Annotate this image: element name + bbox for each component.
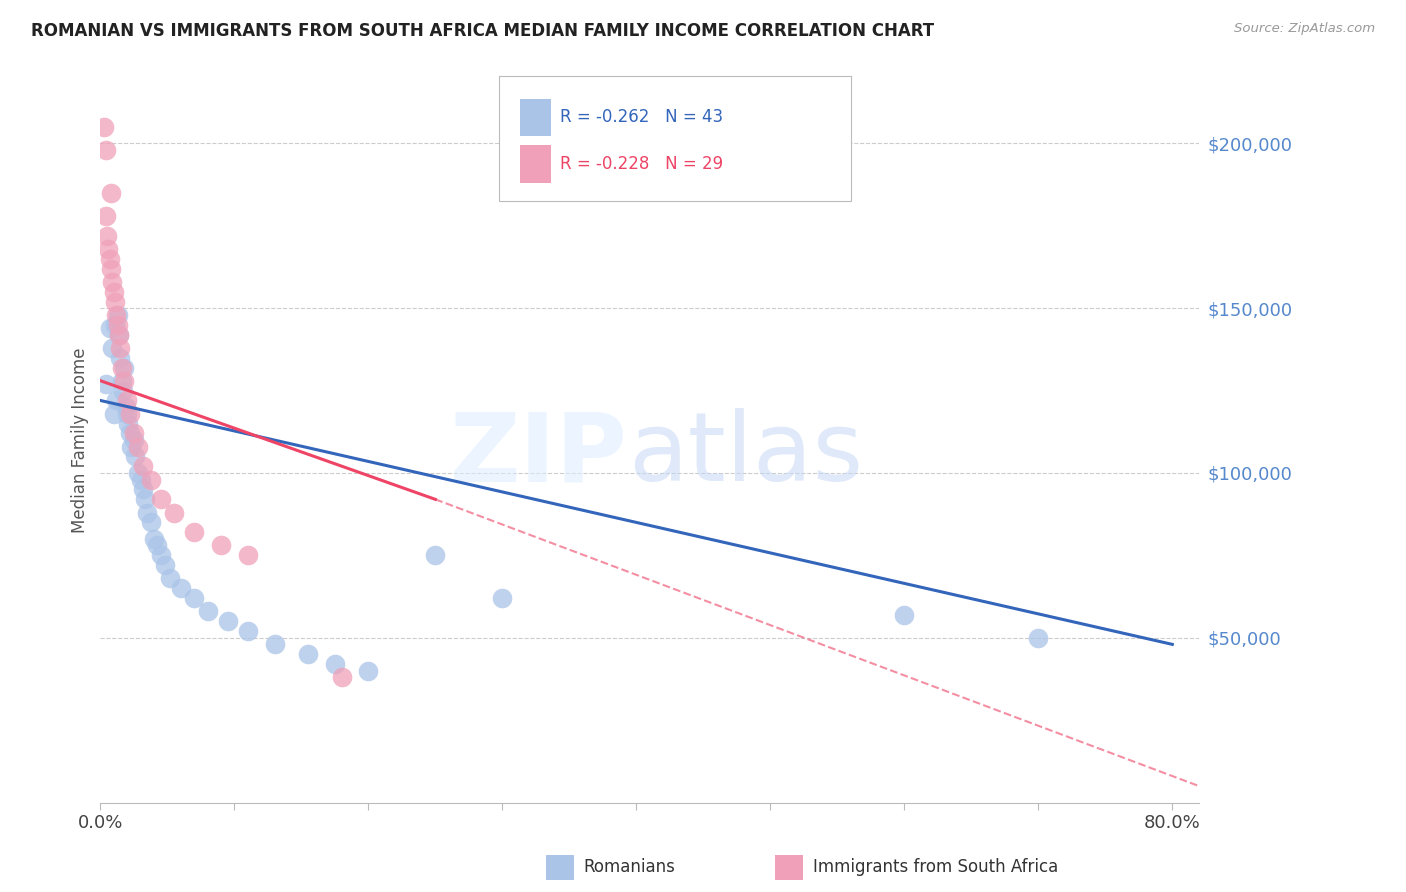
Point — [263, 637, 285, 651]
Point — [104, 318, 127, 332]
Text: Romanians: Romanians — [583, 858, 675, 876]
Point — [183, 525, 205, 540]
Point — [103, 285, 125, 299]
Y-axis label: Median Family Income: Median Family Income — [72, 347, 89, 533]
Text: atlas: atlas — [627, 408, 863, 501]
Point — [141, 473, 163, 487]
Point — [94, 209, 117, 223]
Text: Immigrants from South Africa: Immigrants from South Africa — [813, 858, 1057, 876]
Point — [103, 407, 125, 421]
Point — [236, 624, 259, 639]
Point — [111, 374, 134, 388]
Point — [101, 341, 124, 355]
Point — [118, 407, 141, 421]
Point — [425, 549, 447, 563]
Point — [110, 351, 132, 365]
Point — [132, 483, 155, 497]
Point — [163, 506, 186, 520]
Point — [132, 459, 155, 474]
Point — [107, 308, 129, 322]
Point — [110, 341, 132, 355]
Point — [209, 539, 232, 553]
Point — [115, 393, 138, 408]
Text: R = -0.262   N = 43: R = -0.262 N = 43 — [560, 109, 723, 127]
Text: ROMANIAN VS IMMIGRANTS FROM SOUTH AFRICA MEDIAN FAMILY INCOME CORRELATION CHART: ROMANIAN VS IMMIGRANTS FROM SOUTH AFRICA… — [31, 22, 934, 40]
Point — [183, 591, 205, 606]
Point — [236, 549, 259, 563]
Point — [111, 360, 134, 375]
Point — [96, 228, 118, 243]
Point — [217, 615, 239, 629]
Point — [108, 327, 131, 342]
Point — [330, 670, 353, 684]
Point — [127, 466, 149, 480]
Point — [107, 318, 129, 332]
Point — [98, 252, 121, 266]
Point — [134, 492, 156, 507]
Point — [122, 426, 145, 441]
Point — [1026, 631, 1049, 645]
Point — [120, 440, 142, 454]
Point — [170, 582, 193, 596]
Point — [117, 417, 139, 431]
Point — [105, 308, 128, 322]
Point — [491, 591, 513, 606]
Point — [129, 473, 152, 487]
Point — [118, 426, 141, 441]
Point — [149, 492, 172, 507]
Point — [357, 664, 380, 678]
Text: R = -0.228   N = 29: R = -0.228 N = 29 — [560, 155, 723, 173]
Point — [115, 407, 138, 421]
Point — [112, 384, 135, 398]
Point — [94, 376, 117, 391]
Point — [142, 532, 165, 546]
Point — [100, 261, 122, 276]
Point — [153, 558, 176, 573]
Point — [108, 327, 131, 342]
Point — [98, 321, 121, 335]
Point — [122, 433, 145, 447]
Point — [100, 186, 122, 200]
Point — [149, 549, 172, 563]
Point — [104, 294, 127, 309]
Point — [114, 374, 136, 388]
Point — [97, 242, 120, 256]
Point — [114, 400, 136, 414]
Text: ZIP: ZIP — [450, 408, 627, 501]
Text: Source: ZipAtlas.com: Source: ZipAtlas.com — [1234, 22, 1375, 36]
Point — [197, 604, 219, 618]
Point — [93, 120, 115, 134]
Point — [124, 450, 146, 464]
Point — [145, 539, 167, 553]
Point — [127, 440, 149, 454]
Point — [136, 506, 159, 520]
Point — [159, 571, 181, 585]
Point — [323, 657, 346, 672]
Point — [101, 275, 124, 289]
Point — [141, 516, 163, 530]
Point — [94, 143, 117, 157]
Point — [893, 607, 915, 622]
Point — [105, 393, 128, 408]
Point — [297, 647, 319, 661]
Point — [114, 360, 136, 375]
